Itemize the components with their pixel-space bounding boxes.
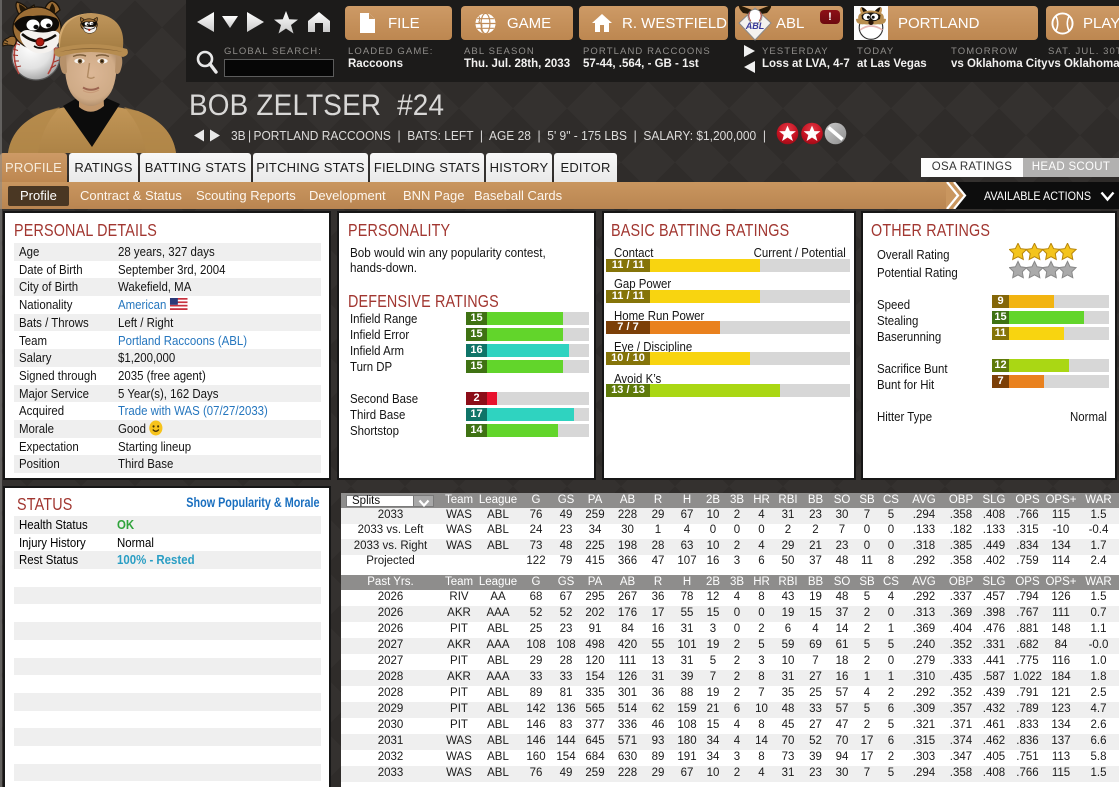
svg-text:ABL: ABL [745,21,765,31]
